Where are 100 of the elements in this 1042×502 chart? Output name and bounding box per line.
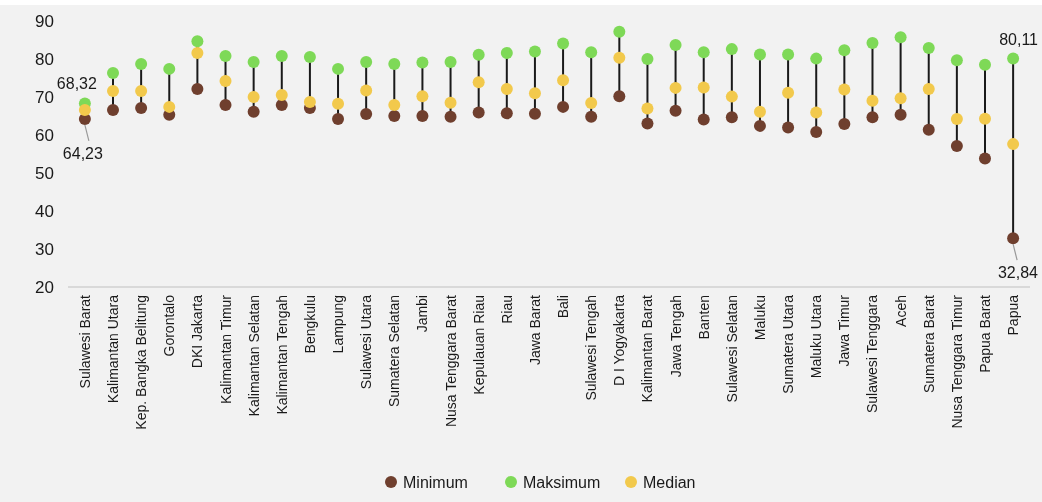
point — [950, 113, 963, 126]
point — [838, 117, 851, 130]
x-tick-label: Aceh — [892, 295, 909, 327]
point — [557, 100, 570, 113]
point — [332, 97, 345, 110]
point — [557, 74, 570, 87]
x-tick-label: Maluku Utara — [808, 294, 825, 379]
point — [866, 94, 879, 107]
point — [585, 46, 598, 59]
point — [191, 83, 204, 96]
x-tick-label: Nusa Tenggara Timur — [948, 294, 965, 429]
annotation: 64,23 — [62, 144, 103, 162]
x-tick-label: Sumatera Selatan — [386, 295, 403, 408]
x-tick-label: Jawa Timur — [836, 294, 853, 367]
x-tick-label: Kalimantan Timur — [217, 294, 234, 404]
legend-label: Minimum — [403, 473, 468, 491]
point — [163, 100, 176, 113]
point — [557, 37, 570, 50]
point — [444, 96, 457, 109]
point — [247, 56, 260, 69]
point — [528, 45, 541, 58]
point — [416, 56, 429, 69]
point — [978, 58, 991, 71]
point — [191, 35, 204, 48]
x-tick-label: DKI Jakarta — [189, 294, 206, 369]
point — [641, 117, 654, 130]
point — [697, 81, 710, 94]
point — [978, 152, 991, 165]
point — [472, 76, 485, 89]
x-tick-label: Kep. Bangka Belitung — [133, 295, 150, 430]
point — [585, 97, 598, 110]
y-tick-label: 90 — [35, 11, 54, 31]
point — [444, 110, 457, 123]
point — [135, 84, 148, 97]
x-tick-label: Sumatera Barat — [920, 294, 937, 394]
point — [753, 105, 766, 118]
point — [922, 123, 935, 136]
point — [753, 48, 766, 61]
x-tick-label: Kalimantan Utara — [105, 294, 122, 404]
x-tick-label: Bengkulu — [301, 295, 318, 354]
point — [613, 90, 626, 103]
annotation: 32,84 — [997, 264, 1039, 282]
x-tick-label: Sulawesi Utara — [358, 294, 375, 390]
point — [810, 106, 823, 119]
point — [416, 110, 429, 122]
x-tick-label: Bali — [555, 295, 572, 319]
point — [978, 112, 991, 125]
x-tick-label: Lampung — [330, 295, 347, 354]
point — [838, 83, 851, 96]
point — [107, 103, 120, 116]
point — [135, 57, 148, 70]
y-tick-label: 40 — [35, 201, 54, 221]
point — [697, 46, 710, 59]
point — [613, 51, 626, 64]
point — [1007, 52, 1020, 65]
point — [641, 53, 654, 65]
point — [866, 111, 879, 124]
point — [613, 25, 626, 38]
point — [247, 105, 260, 118]
point — [753, 119, 766, 132]
x-tick-label: Jawa Barat — [526, 294, 543, 366]
point — [669, 38, 682, 51]
point — [219, 98, 232, 111]
point — [950, 140, 963, 153]
point — [78, 103, 91, 116]
point — [528, 107, 541, 120]
x-tick-label: Sumatera Utara — [780, 294, 797, 394]
point — [697, 113, 710, 126]
point — [528, 87, 541, 100]
point — [669, 104, 682, 117]
x-tick-label: Kalimantan Tengah — [273, 295, 290, 415]
x-tick-label: Riau — [498, 295, 515, 324]
x-tick-label: Nusa Tenggara Barat — [442, 294, 459, 428]
point — [107, 84, 120, 97]
x-tick-label: Maluku — [751, 295, 768, 341]
x-tick-label: Gorontalo — [161, 294, 178, 357]
x-tick-label: Sulawesi Selatan — [723, 295, 740, 403]
point — [500, 83, 513, 96]
x-tick-label: Kalimantan Selatan — [245, 295, 262, 417]
point — [922, 41, 935, 54]
point — [725, 90, 738, 103]
x-tick-label: Papua Barat — [976, 294, 993, 373]
point — [894, 92, 907, 105]
point — [416, 90, 429, 103]
x-tick-label: Papua — [1005, 294, 1022, 336]
point — [219, 75, 232, 88]
x-tick-label: Banten — [695, 295, 712, 340]
annotation: 68,32 — [56, 75, 97, 93]
point — [303, 95, 316, 108]
x-tick-label: Jambi — [414, 295, 431, 333]
point — [725, 111, 738, 124]
annotation: 80,11 — [999, 30, 1039, 48]
x-tick-label: Sulawesi Tengah — [583, 295, 600, 401]
point — [360, 84, 373, 97]
point — [219, 49, 232, 62]
point — [1007, 232, 1020, 245]
point — [360, 56, 373, 69]
x-tick-label: Jawa Tengah — [667, 295, 684, 378]
point — [163, 62, 176, 75]
point — [500, 107, 513, 120]
